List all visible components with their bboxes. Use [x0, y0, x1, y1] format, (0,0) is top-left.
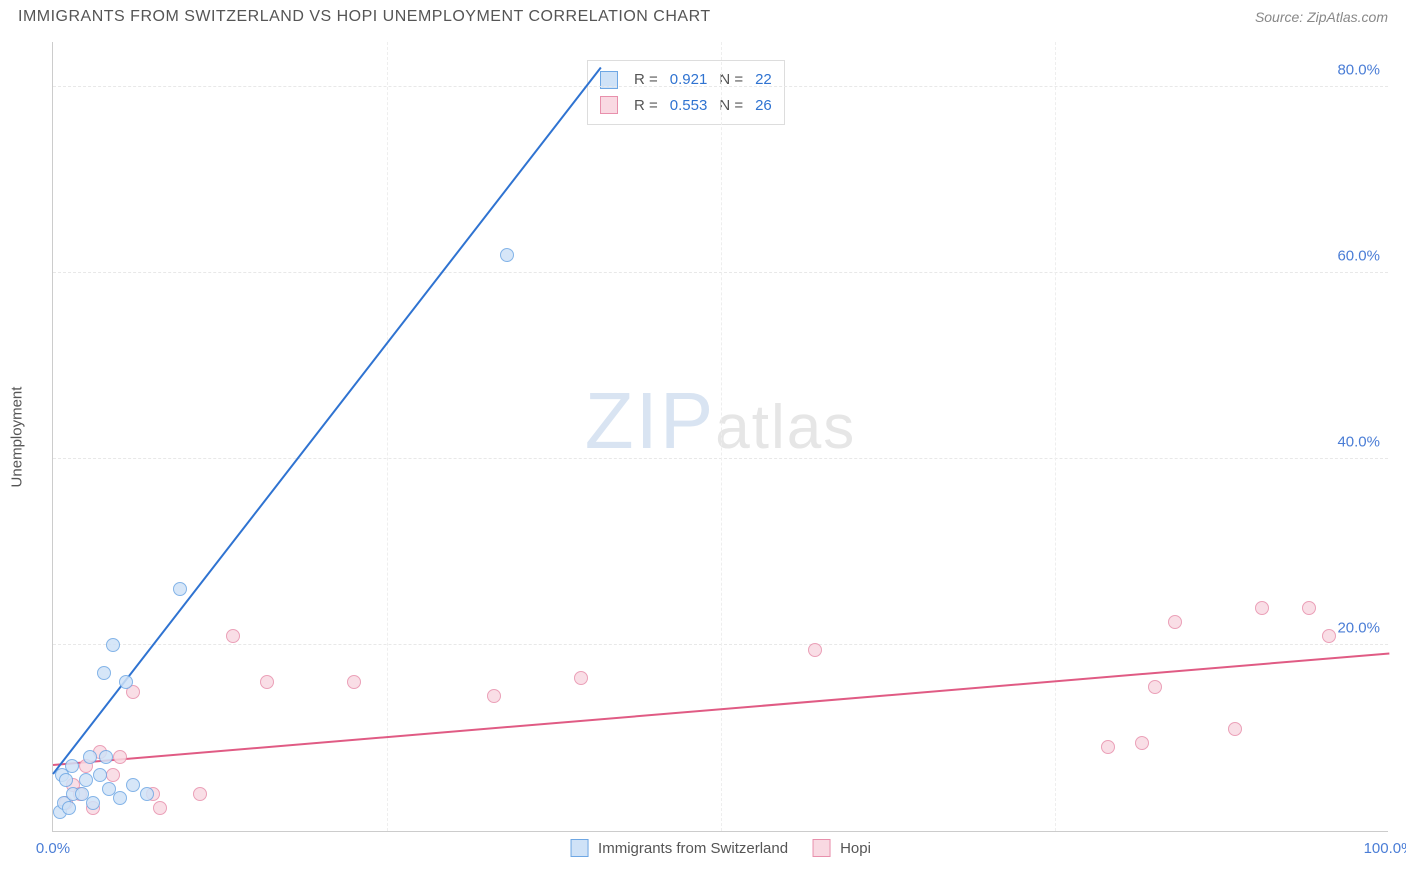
data-point-hopi: [1148, 680, 1162, 694]
series-swatch: [600, 96, 618, 114]
data-point-hopi: [113, 750, 127, 764]
data-point-swiss: [86, 796, 100, 810]
legend-item: Immigrants from Switzerland: [570, 839, 788, 857]
data-point-hopi: [1302, 601, 1316, 615]
data-point-hopi: [347, 675, 361, 689]
legend-label: Immigrants from Switzerland: [598, 840, 788, 857]
stat-value-n: 22: [755, 67, 772, 93]
data-point-swiss: [65, 759, 79, 773]
data-point-hopi: [1168, 615, 1182, 629]
legend-item: Hopi: [812, 839, 871, 857]
data-point-hopi: [106, 768, 120, 782]
data-point-swiss: [126, 778, 140, 792]
data-point-swiss: [93, 768, 107, 782]
y-tick-label: 80.0%: [1337, 62, 1380, 79]
y-tick-label: 20.0%: [1337, 620, 1380, 637]
y-axis-label: Unemployment: [9, 386, 26, 487]
data-point-hopi: [1322, 629, 1336, 643]
data-point-swiss: [113, 791, 127, 805]
data-point-hopi: [226, 629, 240, 643]
stat-label-r: R =: [634, 93, 658, 119]
data-point-hopi: [193, 787, 207, 801]
data-point-swiss: [106, 638, 120, 652]
scatter-chart: Unemployment ZIPatlas R =0.921N =22R =0.…: [52, 42, 1388, 832]
data-point-hopi: [260, 675, 274, 689]
header: IMMIGRANTS FROM SWITZERLAND VS HOPI UNEM…: [0, 0, 1406, 32]
data-point-hopi: [1135, 736, 1149, 750]
data-point-hopi: [1255, 601, 1269, 615]
data-point-swiss: [83, 750, 97, 764]
legend-swatch: [812, 839, 830, 857]
source-attribution: Source: ZipAtlas.com: [1255, 9, 1388, 25]
data-point-hopi: [487, 689, 501, 703]
data-point-hopi: [1228, 722, 1242, 736]
chart-title: IMMIGRANTS FROM SWITZERLAND VS HOPI UNEM…: [18, 8, 711, 26]
data-point-swiss: [99, 750, 113, 764]
gridline-v: [721, 42, 722, 831]
stat-value-r: 0.921: [670, 67, 708, 93]
stat-label-n: N =: [719, 93, 743, 119]
data-point-swiss: [62, 801, 76, 815]
legend: Immigrants from Switzerland Hopi: [570, 839, 871, 857]
data-point-hopi: [1101, 740, 1115, 754]
stat-value-n: 26: [755, 93, 772, 119]
stats-row: R = 0.921 N = 22: [600, 67, 772, 93]
data-point-swiss: [97, 666, 111, 680]
data-point-swiss: [119, 675, 133, 689]
data-point-hopi: [808, 643, 822, 657]
legend-swatch: [570, 839, 588, 857]
data-point-hopi: [574, 671, 588, 685]
data-point-swiss: [140, 787, 154, 801]
stat-label-n: N =: [719, 67, 743, 93]
gridline-v: [387, 42, 388, 831]
trendline-swiss: [52, 67, 601, 775]
data-point-hopi: [153, 801, 167, 815]
x-tick-label: 100.0%: [1364, 840, 1406, 857]
stat-value-r: 0.553: [670, 93, 708, 119]
data-point-swiss: [173, 582, 187, 596]
correlation-stats-box: R = 0.921 N = 22 R = 0.553 N = 26: [587, 60, 785, 125]
data-point-swiss: [500, 248, 514, 262]
x-tick-label: 0.0%: [36, 840, 70, 857]
y-tick-label: 60.0%: [1337, 248, 1380, 265]
gridline-v: [1055, 42, 1056, 831]
data-point-swiss: [59, 773, 73, 787]
stat-label-r: R =: [634, 67, 658, 93]
stats-row: R = 0.553 N = 26: [600, 93, 772, 119]
legend-label: Hopi: [840, 840, 871, 857]
data-point-swiss: [79, 773, 93, 787]
y-tick-label: 40.0%: [1337, 434, 1380, 451]
